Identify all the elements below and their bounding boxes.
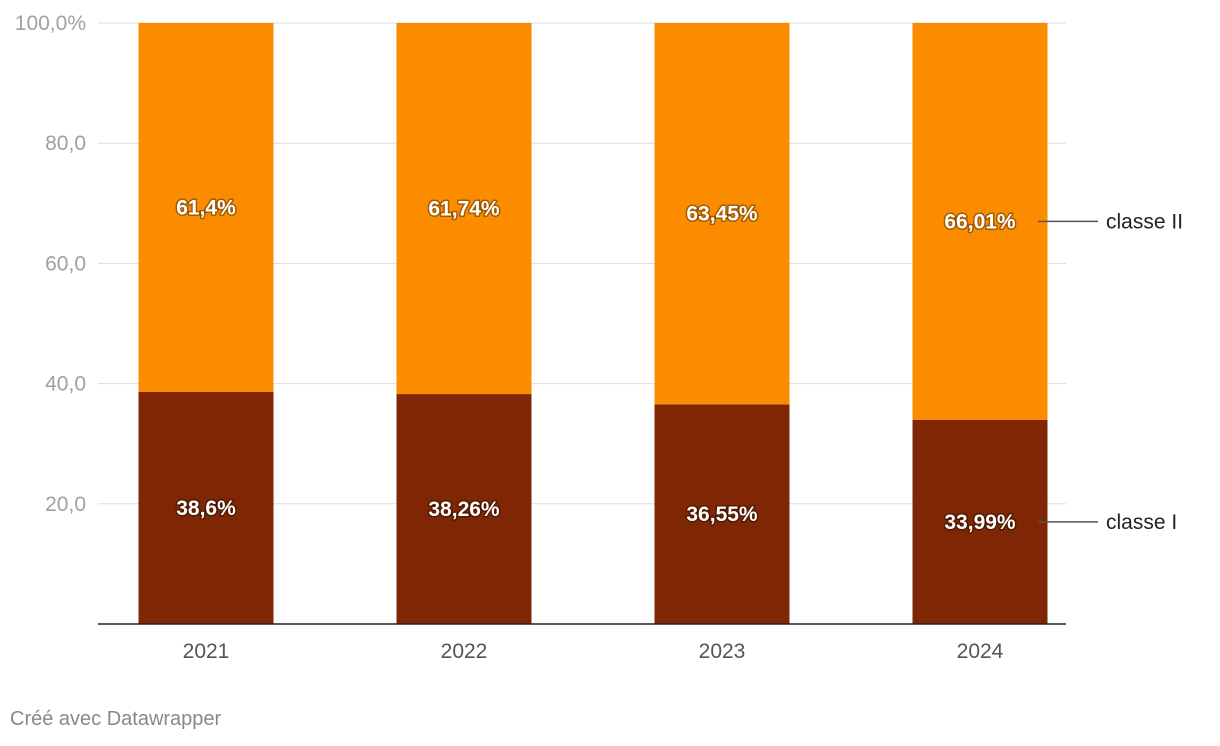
data-label: 38,6% <box>176 497 236 520</box>
legend-label: classe I <box>1106 511 1177 534</box>
y-tick-label: 40,0 <box>45 373 86 396</box>
data-label: 66,01% <box>944 210 1016 233</box>
data-label: 33,99% <box>944 511 1016 534</box>
bar-segment <box>654 404 790 624</box>
y-tick-label: 20,0 <box>45 493 86 516</box>
bar-segment <box>138 23 274 393</box>
bar-segment <box>396 394 532 624</box>
bar-segment <box>912 23 1048 420</box>
x-tick-label: 2024 <box>957 640 1004 663</box>
data-label: 63,45% <box>686 203 758 226</box>
bar-segment <box>138 392 274 624</box>
bar-segment <box>912 419 1048 624</box>
footer-credit: Créé avec Datawrapper <box>10 708 222 730</box>
y-tick-label: 80,0 <box>45 132 86 155</box>
x-tick-label: 2023 <box>699 640 746 663</box>
bar-segment <box>654 23 790 405</box>
x-tick-label: 2022 <box>441 640 488 663</box>
x-tick-label: 2021 <box>183 640 230 663</box>
data-label: 61,4% <box>176 197 236 220</box>
chart-canvas: 20,0 40,0 60,0 80,0 100,0% 38,6% 61,4% 2021 38,2… <box>15 12 1183 663</box>
data-label: 36,55% <box>686 503 758 526</box>
legend-label: classe II <box>1106 210 1183 233</box>
y-tick-label: 60,0 <box>45 252 86 275</box>
bar-segment <box>396 23 532 395</box>
data-label: 61,74% <box>428 198 500 221</box>
y-tick-label: 100,0% <box>15 12 86 35</box>
data-label: 38,26% <box>428 498 500 521</box>
